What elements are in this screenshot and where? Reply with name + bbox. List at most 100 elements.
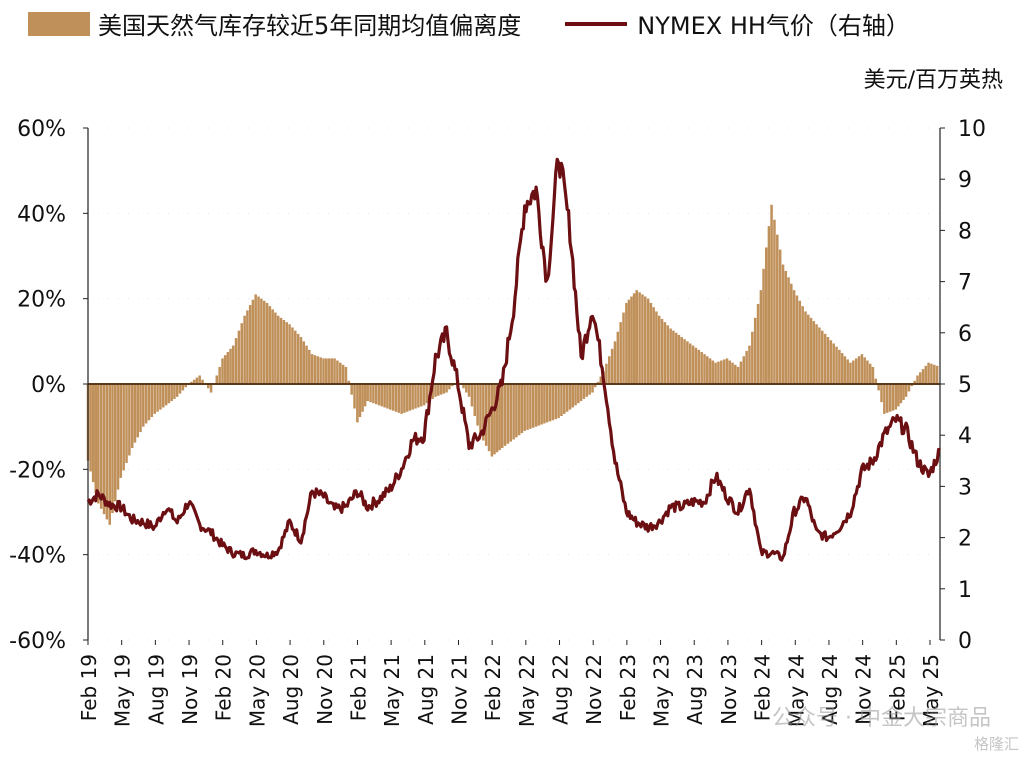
deviation-bar	[363, 384, 367, 407]
deviation-bar	[285, 322, 288, 384]
deviation-bar	[260, 298, 263, 384]
deviation-bar	[377, 384, 381, 406]
right-tick-label: 7	[958, 271, 972, 296]
deviation-bar	[770, 204, 773, 384]
deviation-bar	[767, 226, 771, 384]
deviation-bar	[652, 307, 655, 384]
deviation-bar	[99, 384, 103, 509]
legend-bars-swatch	[28, 11, 90, 36]
deviation-bar	[577, 384, 580, 404]
deviation-bar	[487, 384, 491, 452]
deviation-bar	[902, 384, 905, 400]
deviation-bar	[414, 384, 417, 409]
deviation-bar	[419, 384, 423, 407]
deviation-bar	[751, 331, 754, 384]
deviation-bar	[434, 384, 437, 397]
deviation-bar	[927, 362, 930, 384]
deviation-bar	[467, 384, 471, 397]
deviation-bar	[860, 354, 864, 384]
deviation-bar	[133, 384, 137, 443]
x-tick-label: May 20	[245, 654, 269, 727]
deviation-bar	[375, 384, 378, 405]
deviation-bar	[888, 384, 892, 412]
deviation-bar	[829, 340, 833, 384]
deviation-bar	[619, 322, 622, 384]
legend-bars-label: 美国天然气库存较近5年同期均值偏离度	[98, 12, 522, 40]
deviation-bar	[380, 384, 384, 407]
deviation-bar	[425, 384, 429, 404]
deviation-bar	[330, 358, 334, 384]
deviation-bar	[641, 294, 644, 384]
right-tick-label: 6	[958, 322, 972, 347]
x-tick-label: Feb 21	[346, 654, 370, 721]
deviation-bar	[846, 359, 849, 384]
deviation-bar	[347, 380, 351, 384]
deviation-bar	[500, 384, 504, 448]
x-tick-label: May 19	[111, 654, 135, 727]
x-tick-label: Nov 22	[582, 654, 606, 725]
deviation-bar	[515, 384, 518, 438]
watermark: 公众号 · 中金大宗商品	[772, 706, 991, 731]
deviation-bar	[136, 384, 140, 438]
x-tick-label: Nov 21	[448, 654, 472, 725]
deviation-bar	[883, 384, 886, 414]
x-tick-label: Nov 24	[852, 654, 876, 725]
deviation-bar	[209, 384, 213, 393]
deviation-bar	[725, 358, 729, 384]
deviation-bar	[897, 384, 900, 407]
deviation-bar	[411, 384, 414, 410]
deviation-bar	[506, 384, 510, 444]
deviation-bar	[324, 358, 328, 384]
deviation-bar	[498, 384, 501, 451]
deviation-bar	[616, 331, 620, 384]
deviation-bar	[843, 356, 847, 384]
deviation-bar	[181, 384, 185, 391]
deviation-bar	[89, 384, 92, 472]
left-tick-label: -60%	[9, 629, 66, 654]
deviation-bar	[745, 350, 748, 384]
deviation-bar	[226, 352, 230, 384]
deviation-bar	[560, 384, 563, 416]
deviation-bar	[509, 384, 513, 442]
deviation-bar	[798, 300, 802, 384]
deviation-bar	[910, 384, 914, 387]
deviation-bar	[655, 311, 658, 384]
deviation-bar	[565, 384, 569, 412]
left-tick-label: -40%	[9, 544, 66, 569]
deviation-bar	[806, 314, 810, 384]
deviation-bar	[408, 384, 412, 411]
deviation-bar	[593, 384, 597, 388]
left-tick-label: -20%	[9, 458, 66, 483]
deviation-bar	[739, 361, 743, 384]
deviation-bar	[627, 299, 631, 384]
deviation-bar	[153, 384, 156, 414]
deviation-bar	[835, 346, 838, 384]
deviation-bar	[195, 377, 199, 384]
deviation-bar	[818, 327, 821, 384]
right-tick-label: 0	[958, 629, 972, 654]
deviation-bar	[660, 318, 664, 384]
x-tick-label: May 22	[515, 654, 539, 727]
x-tick-label: Feb 20	[212, 654, 236, 721]
deviation-bar	[102, 384, 106, 515]
deviation-bar	[299, 337, 303, 384]
deviation-bar	[868, 363, 872, 384]
x-axis-ticks: Feb 19 May 19 Aug 19 Nov 19 Feb 20 May 20 Aug …	[77, 640, 943, 727]
deviation-bar	[907, 384, 911, 392]
x-tick-label: Feb 22	[481, 654, 505, 721]
deviation-bar	[885, 384, 889, 413]
x-tick-label: May 24	[784, 654, 808, 727]
deviation-bar	[391, 384, 395, 411]
deviation-bar	[262, 300, 266, 384]
deviation-bar	[139, 384, 142, 432]
deviation-bar	[361, 384, 364, 412]
deviation-bar	[246, 310, 249, 384]
deviation-bar	[130, 384, 134, 448]
deviation-bar	[243, 315, 246, 384]
deviation-bar	[545, 384, 549, 423]
x-tick-label: Aug 24	[818, 654, 842, 725]
right-tick-label: 4	[958, 424, 972, 449]
watermark-small: 格隆汇	[973, 735, 1019, 753]
deviation-bar	[717, 361, 720, 384]
right-axis-unit: 美元/百万英热	[863, 68, 1003, 93]
